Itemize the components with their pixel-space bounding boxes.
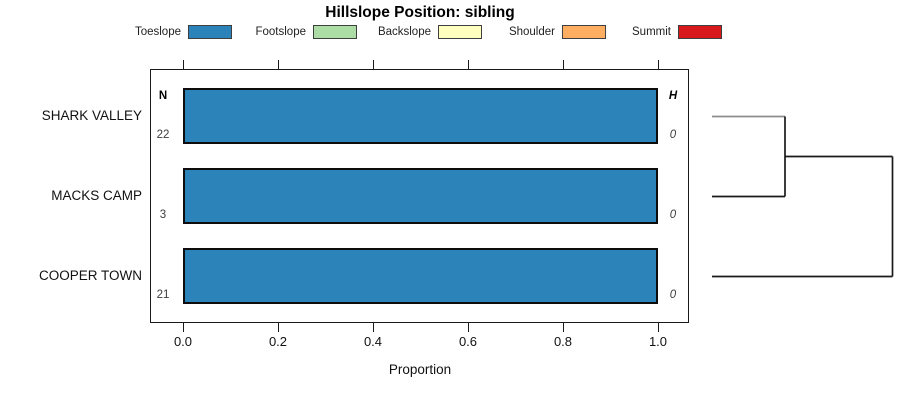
n-value: 21 <box>156 289 170 301</box>
h-column-header: H <box>668 90 678 102</box>
bar-segment-toeslope <box>183 248 658 304</box>
bar-segment-toeslope <box>183 168 658 224</box>
bar-macks-camp <box>183 168 658 224</box>
legend-label: Toeslope <box>134 26 181 38</box>
plot-title: Hillslope Position: sibling <box>325 4 515 21</box>
legend-item-toeslope: Toeslope <box>135 25 232 39</box>
legend-swatch-footslope <box>313 25 357 39</box>
plot-box <box>150 69 689 323</box>
x-axis-label: Proportion <box>388 362 452 377</box>
row-label-shark-valley: SHARK VALLEY <box>41 108 142 123</box>
legend-item-footslope: Footslope <box>255 25 357 39</box>
x-axis-tick-mark-bottom <box>563 323 565 332</box>
dendrogram <box>712 115 894 278</box>
legend-label: Backslope <box>377 26 431 38</box>
x-axis-tick-mark-top <box>658 60 660 69</box>
x-axis-tick-label: 0.2 <box>268 334 288 349</box>
x-axis-tick-label: 0.6 <box>458 334 478 349</box>
x-axis-tick-mark-top <box>563 60 565 69</box>
legend-item-backslope: Backslope <box>378 25 482 39</box>
legend-label: Summit <box>632 26 671 38</box>
row-label-cooper-town: COOPER TOWN <box>38 268 142 283</box>
legend-item-shoulder: Shoulder <box>509 25 606 39</box>
n-value: 22 <box>156 129 170 141</box>
legend-swatch-backslope <box>438 25 482 39</box>
x-axis-tick-mark-top <box>183 60 185 69</box>
x-axis-tick-mark-bottom <box>278 323 280 332</box>
x-axis-tick-mark-bottom <box>183 323 185 332</box>
legend-label: Shoulder <box>508 26 555 38</box>
x-axis-tick-mark-bottom <box>658 323 660 332</box>
legend-swatch-toeslope <box>188 25 232 39</box>
x-axis-tick-mark-bottom <box>468 323 470 332</box>
row-label-macks-camp: MACKS CAMP <box>51 188 142 203</box>
x-axis-tick-label: 0.8 <box>553 334 573 349</box>
x-axis-tick-mark-bottom <box>373 323 375 332</box>
x-axis-tick-label: 0.4 <box>363 334 383 349</box>
h-value: 0 <box>669 209 677 221</box>
n-column-header: N <box>158 90 168 102</box>
legend-item-summit: Summit <box>632 25 722 39</box>
bar-segment-toeslope <box>183 88 658 144</box>
h-value: 0 <box>669 129 677 141</box>
legend-swatch-summit <box>678 25 722 39</box>
x-axis-tick-label: 0.0 <box>173 334 193 349</box>
x-axis-tick-mark-top <box>278 60 280 69</box>
h-value: 0 <box>669 289 677 301</box>
x-axis-tick-mark-top <box>373 60 375 69</box>
x-axis-tick-label: 1.0 <box>648 334 668 349</box>
bar-cooper-town <box>183 248 658 304</box>
bar-shark-valley <box>183 88 658 144</box>
x-axis-tick-mark-top <box>468 60 470 69</box>
legend-swatch-shoulder <box>562 25 606 39</box>
n-value: 3 <box>159 209 167 221</box>
legend-label: Footslope <box>255 26 306 38</box>
